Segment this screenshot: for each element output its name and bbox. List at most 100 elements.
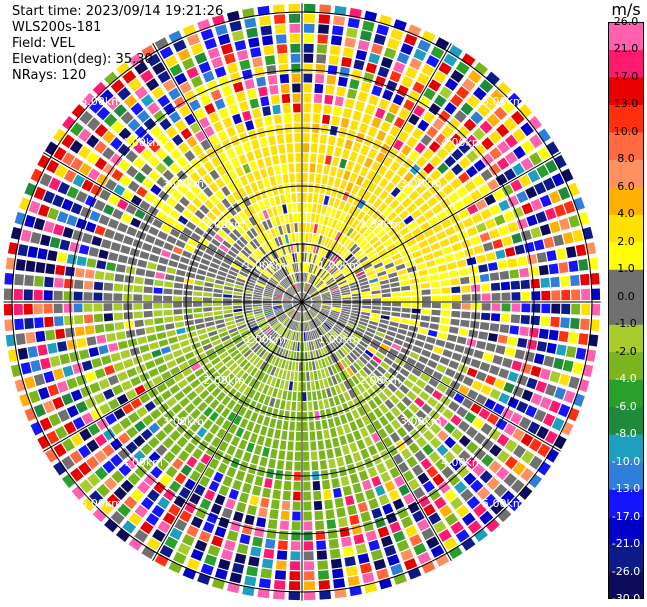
ring-label: 4.00km xyxy=(441,136,483,149)
velocity-gate xyxy=(209,194,220,205)
velocity-gate xyxy=(270,344,277,353)
velocity-gate xyxy=(377,526,390,538)
velocity-gate xyxy=(331,364,338,374)
velocity-gate xyxy=(461,294,471,301)
velocity-gate xyxy=(496,433,510,447)
velocity-gate xyxy=(103,163,116,176)
velocity-gate xyxy=(302,292,305,302)
velocity-gate xyxy=(264,115,273,126)
velocity-gate xyxy=(277,258,284,267)
velocity-gate xyxy=(420,134,433,146)
velocity-gate xyxy=(304,252,307,262)
velocity-gate xyxy=(454,344,465,353)
velocity-gate xyxy=(356,343,366,352)
velocity-gate xyxy=(168,260,179,268)
velocity-gate xyxy=(296,421,302,431)
velocity-gate xyxy=(333,106,342,117)
velocity-gate xyxy=(193,291,203,297)
velocity-gate xyxy=(144,278,154,286)
velocity-gate xyxy=(416,72,430,86)
velocity-gate xyxy=(329,166,337,177)
velocity-gate xyxy=(397,414,408,425)
velocity-gate xyxy=(99,89,114,104)
velocity-gate xyxy=(527,169,541,183)
velocity-gate xyxy=(303,53,314,63)
velocity-gate xyxy=(527,421,541,435)
velocity-gate xyxy=(329,45,341,56)
velocity-gate xyxy=(360,144,370,156)
velocity-gate xyxy=(262,220,269,231)
velocity-gate xyxy=(413,542,427,556)
velocity-gate xyxy=(378,494,390,506)
velocity-gate xyxy=(359,281,369,286)
velocity-gate xyxy=(331,292,341,296)
velocity-gate xyxy=(492,355,503,365)
velocity-gate xyxy=(239,236,248,245)
velocity-gate xyxy=(140,428,153,441)
velocity-gate xyxy=(269,332,277,340)
velocity-gate xyxy=(272,303,282,305)
velocity-gate xyxy=(141,458,154,471)
velocity-gate xyxy=(475,199,488,211)
velocity-gate xyxy=(198,530,211,543)
velocity-gate xyxy=(182,250,192,259)
velocity-gate xyxy=(380,343,390,351)
velocity-gate xyxy=(102,444,115,457)
velocity-gate xyxy=(316,54,327,64)
velocity-gate xyxy=(423,343,434,351)
velocity-gate xyxy=(331,478,340,489)
velocity-gate xyxy=(455,529,470,543)
velocity-gate xyxy=(409,57,423,70)
velocity-gate xyxy=(215,415,225,427)
velocity-gate xyxy=(242,305,252,308)
velocity-gate xyxy=(197,401,208,412)
velocity-gate xyxy=(66,377,78,390)
velocity-gate xyxy=(202,253,213,261)
velocity-gate xyxy=(24,214,36,228)
velocity-gate xyxy=(368,53,381,65)
velocity-gate xyxy=(381,293,391,298)
velocity-gate xyxy=(372,173,383,185)
velocity-gate xyxy=(300,302,302,312)
velocity-gate xyxy=(172,349,183,358)
velocity-gate xyxy=(321,324,329,333)
velocity-gate xyxy=(343,202,351,213)
velocity-gate xyxy=(357,501,369,513)
velocity-gate xyxy=(352,110,362,122)
velocity-gate xyxy=(226,148,236,159)
velocity-gate xyxy=(412,296,421,302)
velocity-gate xyxy=(263,292,273,296)
velocity-gate xyxy=(262,384,270,395)
velocity-gate xyxy=(266,364,273,374)
velocity-gate xyxy=(190,362,201,372)
velocity-gate xyxy=(313,329,318,339)
velocity-gate xyxy=(391,253,402,261)
velocity-gate xyxy=(435,133,447,146)
velocity-gate xyxy=(25,260,36,272)
velocity-gate xyxy=(226,445,236,456)
velocity-gate xyxy=(442,184,454,196)
velocity-gate xyxy=(280,257,286,266)
velocity-gate xyxy=(13,304,23,316)
velocity-gate xyxy=(223,258,233,266)
velocity-gate xyxy=(324,94,334,105)
velocity-gate xyxy=(558,261,569,274)
velocity-gate xyxy=(335,220,342,231)
velocity-gate xyxy=(549,370,561,384)
velocity-gate xyxy=(128,512,143,526)
velocity-gate xyxy=(339,282,348,288)
velocity-gate xyxy=(315,279,322,287)
velocity-gate xyxy=(451,286,461,294)
velocity-gate xyxy=(229,72,241,84)
velocity-gate xyxy=(436,211,448,222)
velocity-gate xyxy=(406,203,417,214)
velocity-gate xyxy=(198,373,209,383)
velocity-gate xyxy=(317,370,322,380)
velocity-gate xyxy=(195,507,208,520)
velocity-gate xyxy=(462,217,474,228)
velocity-gate xyxy=(233,415,243,426)
velocity-gate xyxy=(93,292,103,301)
colorbar-segment xyxy=(608,76,644,105)
velocity-gate xyxy=(310,264,314,273)
ring-label: 5.00km xyxy=(482,95,524,108)
